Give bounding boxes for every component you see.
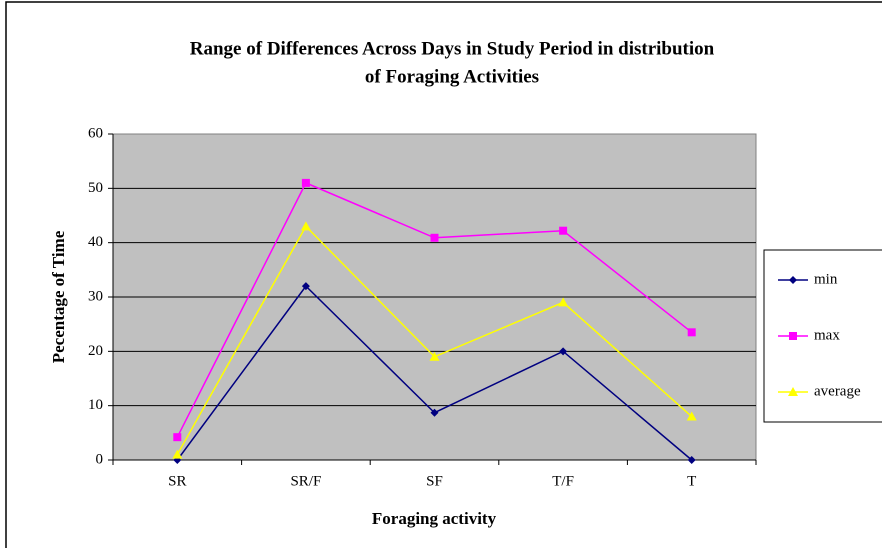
marker — [687, 456, 696, 464]
marker — [687, 328, 696, 337]
legend-marker — [789, 276, 797, 284]
chart-title: of Foraging Activities — [365, 66, 539, 87]
marker — [173, 433, 182, 442]
x-tick-label: SR — [168, 473, 186, 489]
marker — [301, 178, 310, 187]
marker — [300, 221, 311, 231]
y-tick-label: 60 — [88, 125, 103, 141]
x-tick-label: SR/F — [290, 473, 321, 489]
y-tick-label: 10 — [88, 397, 103, 413]
y-tick-label: 50 — [88, 180, 103, 196]
marker — [430, 233, 439, 242]
marker — [430, 408, 439, 417]
legend-marker — [789, 332, 797, 340]
legend-label: average — [814, 383, 861, 399]
x-axis-label: Foraging activity — [372, 509, 497, 528]
legend-label: max — [814, 327, 840, 343]
y-tick-label: 0 — [96, 451, 104, 467]
y-tick-label: 40 — [88, 234, 103, 250]
chart-title: Range of Differences Across Days in Stud… — [190, 38, 715, 59]
marker — [429, 351, 440, 361]
marker — [558, 297, 569, 307]
marker — [559, 347, 568, 356]
x-tick-label: T/F — [552, 473, 574, 489]
legend-marker — [788, 387, 798, 396]
marker — [172, 449, 183, 459]
marker — [559, 226, 568, 235]
y-tick-label: 20 — [88, 343, 103, 359]
x-tick-label: T — [687, 473, 696, 489]
y-tick-label: 30 — [88, 288, 103, 304]
legend-label: min — [814, 271, 838, 287]
marker — [686, 411, 697, 421]
y-axis-label: Pecentage of Time — [49, 230, 68, 363]
x-tick-label: SF — [426, 473, 443, 489]
marker — [301, 282, 310, 291]
